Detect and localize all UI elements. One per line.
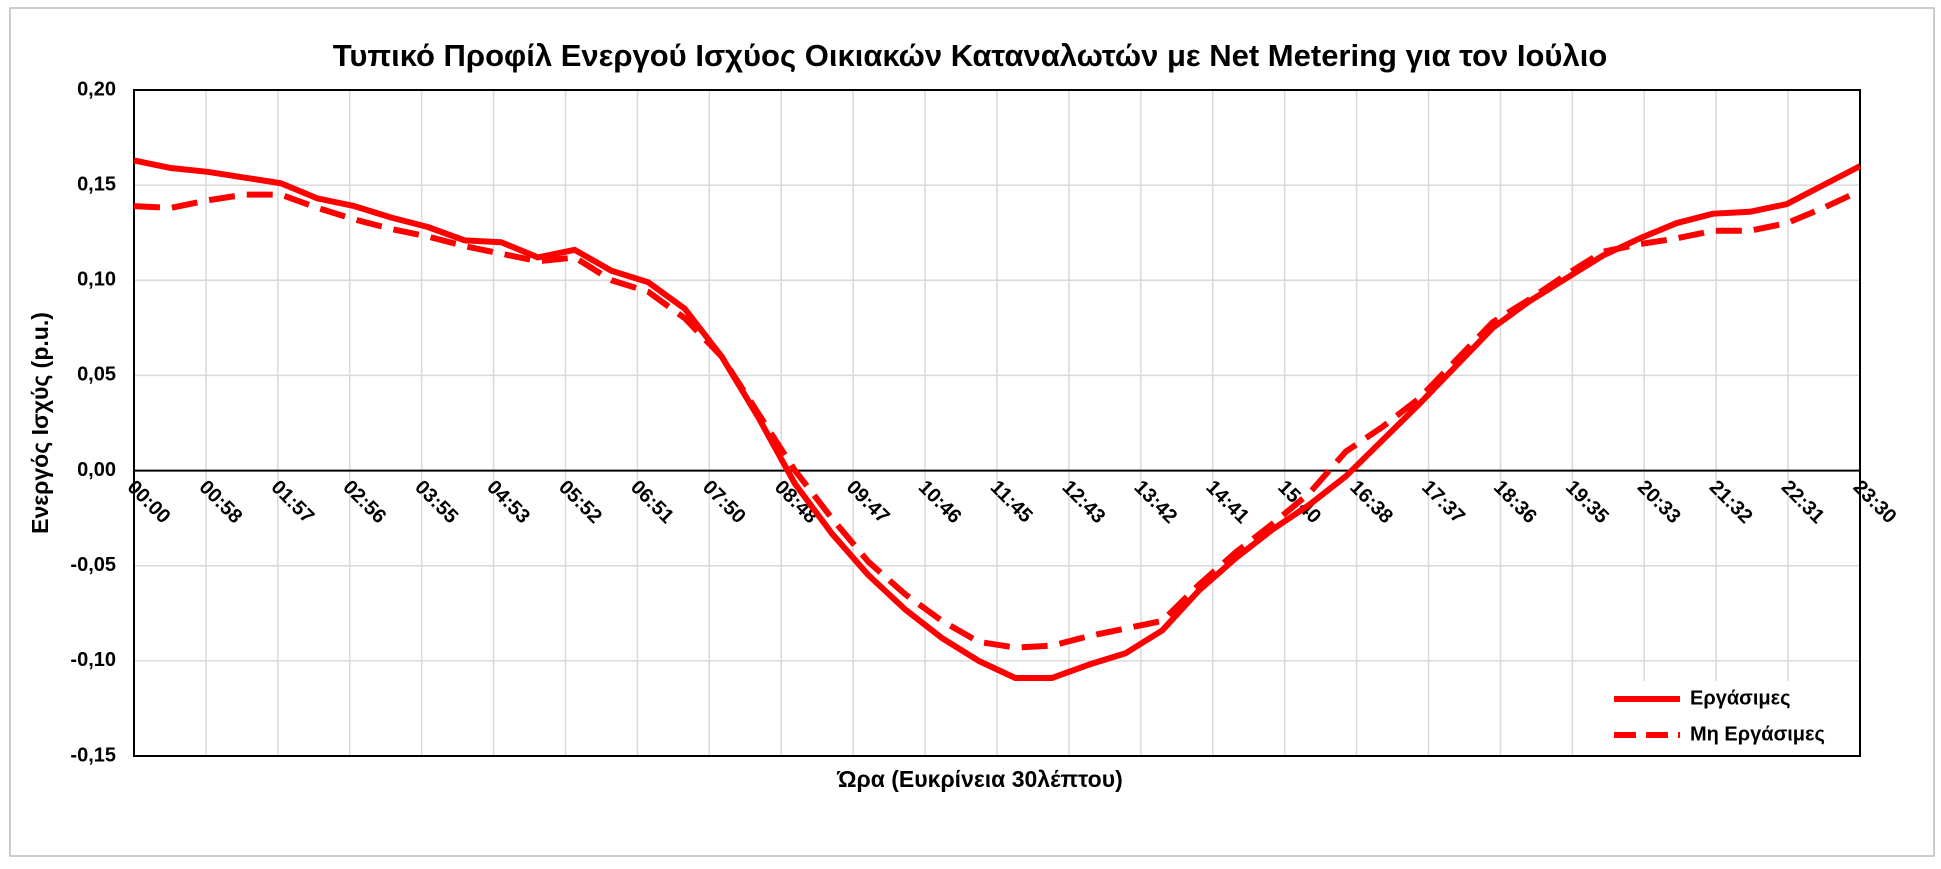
y-tick-label: 0,05 [77,364,116,386]
legend-label: Εργάσιμες [1690,687,1791,709]
plot-border [133,89,1861,757]
legend-box [1588,681,1858,755]
y-tick-label: -0,05 [70,554,116,576]
legend-label: Μη Εργάσιμες [1690,723,1825,745]
x-axis-title: Ώρα (Ευκρίνεια 30λέπτου) [836,766,1123,792]
y-tick-label: -0,10 [70,649,116,671]
y-axis-title: Ενεργός Ισχύς (p.u.) [27,312,53,534]
y-tick-label: 0,00 [77,459,116,481]
series-line [133,157,1862,681]
series-line [133,188,1862,651]
chart-title: Τυπικό Προφίλ Ενεργού Ισχύος Οικιακών Κα… [333,38,1608,73]
y-tick-label: 0,15 [77,173,116,195]
y-tick-label: 0,10 [77,269,116,291]
y-tick-label: 0,20 [77,78,116,100]
y-tick-label: -0,15 [70,744,116,766]
